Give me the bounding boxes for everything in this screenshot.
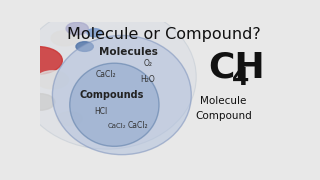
Text: CH: CH bbox=[209, 50, 265, 84]
Text: Molecule or Compound?: Molecule or Compound? bbox=[67, 27, 261, 42]
Text: H₂O: H₂O bbox=[140, 75, 155, 84]
Circle shape bbox=[87, 28, 102, 37]
Ellipse shape bbox=[18, 5, 196, 149]
Text: CaCl₂: CaCl₂ bbox=[108, 123, 126, 129]
Circle shape bbox=[57, 112, 82, 126]
Text: Molecule: Molecule bbox=[200, 96, 247, 106]
Ellipse shape bbox=[52, 35, 191, 155]
Text: HCl: HCl bbox=[94, 107, 108, 116]
Circle shape bbox=[36, 71, 68, 89]
Text: 4: 4 bbox=[232, 66, 250, 90]
Text: Molecules: Molecules bbox=[99, 47, 157, 57]
Text: CaCl₂: CaCl₂ bbox=[128, 121, 148, 130]
Circle shape bbox=[66, 22, 88, 35]
Circle shape bbox=[76, 42, 93, 51]
Text: Compounds: Compounds bbox=[80, 90, 144, 100]
Ellipse shape bbox=[70, 63, 159, 146]
Text: Compound: Compound bbox=[195, 111, 252, 121]
Text: CaCl₂: CaCl₂ bbox=[95, 70, 116, 79]
Circle shape bbox=[51, 31, 78, 46]
Text: O₂: O₂ bbox=[143, 59, 152, 68]
Circle shape bbox=[25, 94, 55, 110]
Circle shape bbox=[13, 47, 62, 74]
